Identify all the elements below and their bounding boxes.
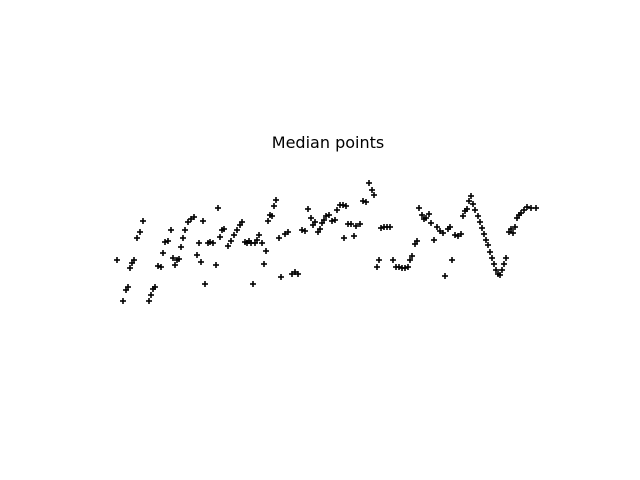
scatter-point-44 [228,238,234,244]
scatter-point-139 [470,201,476,207]
scatter-point-45 [231,232,237,238]
scatter-point-33 [200,218,206,224]
scatter-point-154 [501,261,507,267]
scatter-point-89 [343,203,349,209]
scatter-point-93 [351,233,357,239]
scatter-point-75 [308,215,314,221]
scatter-point-34 [202,281,208,287]
scatter-point-64 [273,197,279,203]
scatter-point-1 [120,298,126,304]
scatter-point-131 [452,232,458,238]
scatter-point-98 [366,180,372,186]
scatter-point-66 [278,274,284,280]
scatter-point-74 [305,206,311,212]
scatter-point-14 [155,263,161,269]
scatter-point-17 [162,239,168,245]
scatter-point-30 [194,252,200,258]
scatter-point-43 [225,243,231,249]
scatter-point-124 [434,224,440,230]
scatter-point-57 [259,240,265,246]
scatter-point-109 [396,264,402,270]
scatter-point-97 [363,199,369,205]
scatter-point-26 [182,227,188,233]
chart-title: Median points [272,133,384,152]
scatter-point-144 [481,231,487,237]
scatter-point-63 [271,203,277,209]
scatter-point-141 [475,213,481,219]
scatter-point-96 [360,198,366,204]
scatter-point-60 [265,218,271,224]
scatter-point-117 [416,205,422,211]
scatter-point-166 [533,205,539,211]
scatter-point-18 [165,238,171,244]
scatter-point-103 [378,225,384,231]
scatter-point-9 [140,218,146,224]
scatter-point-53 [250,281,256,287]
scatter-point-127 [442,273,448,279]
scatter-point-102 [376,257,382,263]
scatter-point-101 [374,264,380,270]
scatter-point-88 [340,202,346,208]
scatter-point-121 [426,211,432,217]
scatter-point-7 [134,235,140,241]
scatter-point-15 [158,264,164,270]
scatter-point-38 [213,262,219,268]
scatter-point-72 [299,227,305,233]
scatter-point-40 [217,234,223,240]
scatter-point-112 [405,264,411,270]
scatter-point-130 [449,257,455,263]
scatter-point-58 [261,261,267,267]
scatter-point-19 [168,227,174,233]
scatter-point-147 [487,249,493,255]
scatter-point-155 [503,255,509,261]
scatter-point-59 [263,248,269,254]
scatter-point-39 [215,205,221,211]
scatter-marks [114,180,539,304]
scatter-point-122 [428,220,434,226]
scatter-point-123 [431,237,437,243]
scatter-point-164 [524,204,530,210]
scatter-point-86 [334,207,340,213]
scatter-point-84 [329,218,335,224]
scatter-point-11 [148,292,154,298]
scatter-point-32 [198,259,204,265]
scatter-point-111 [402,265,408,271]
scatter-point-31 [196,240,202,246]
scatter-point-140 [472,207,478,213]
scatter-point-24 [178,244,184,250]
scatter-point-83 [326,212,332,218]
scatter-point-106 [387,224,393,230]
scatter-point-27 [185,219,191,225]
scatter-point-149 [491,261,497,267]
scatter-point-16 [160,250,166,256]
scatter-point-37 [210,240,216,246]
scatter-point-25 [180,235,186,241]
scatter-point-143 [479,225,485,231]
scatter-point-142 [477,219,483,225]
scatter-point-73 [302,228,308,234]
scatter-point-107 [390,257,396,263]
scatter-point-0 [114,257,120,263]
scatter-point-46 [234,227,240,233]
scatter-point-65 [276,235,282,241]
scatter-point-10 [146,298,152,304]
scatter-point-90 [341,235,347,241]
scatter-point-85 [332,217,338,223]
scatter-point-8 [137,229,143,235]
scatter-point-163 [521,207,527,213]
scatter-point-148 [489,255,495,261]
